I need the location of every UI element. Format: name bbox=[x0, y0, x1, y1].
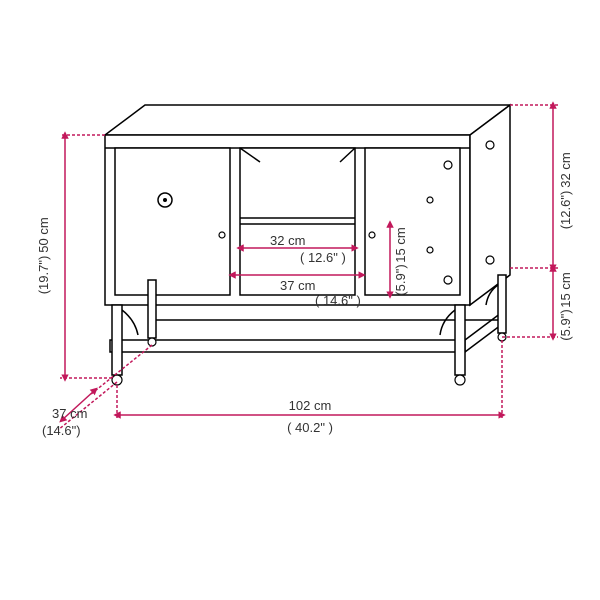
dim-mid-ih-label-in: (5.9") bbox=[393, 264, 408, 295]
dim-mid-iw-label: 37 cm bbox=[280, 278, 315, 293]
dim-upper-h-label-in: (12.6") bbox=[558, 191, 573, 230]
dim-lower-h-label-in: (5.9") bbox=[558, 309, 573, 340]
dim-height-label-in: (19.7") bbox=[36, 256, 51, 295]
dim-depth-label: 37 cm bbox=[52, 406, 87, 421]
dim-depth-label-in: (14.6") bbox=[42, 423, 81, 438]
dim-mid-w-label: 32 cm bbox=[270, 233, 305, 248]
dim-width-label-in: ( 40.2" ) bbox=[287, 420, 333, 435]
dim-mid-w-label-in: ( 12.6" ) bbox=[300, 250, 346, 265]
dimension-diagram: 102 cm ( 40.2" ) 37 cm (14.6") 50 cm (19… bbox=[0, 0, 600, 600]
furniture-body bbox=[105, 105, 510, 385]
dim-upper-h-label: 32 cm bbox=[558, 152, 573, 187]
dim-mid-iw-label-in: ( 14.6" ) bbox=[315, 293, 361, 308]
dim-height-label: 50 cm bbox=[36, 217, 51, 252]
dim-mid-ih-label: 15 cm bbox=[393, 227, 408, 262]
dim-lower-h-label: 15 cm bbox=[558, 272, 573, 307]
dim-width-label: 102 cm bbox=[289, 398, 332, 413]
